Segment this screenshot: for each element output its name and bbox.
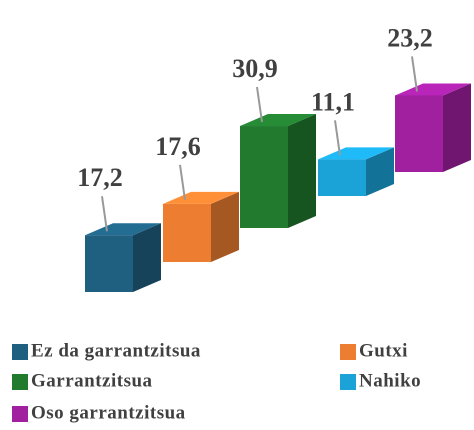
bar-top <box>85 223 161 236</box>
legend-label: Ez da garrantzitsua <box>31 340 201 361</box>
legend-label: Nahiko <box>359 370 421 391</box>
legend-swatch <box>12 406 28 422</box>
bar-side <box>443 83 471 172</box>
legend-swatch <box>12 344 28 360</box>
data-label: 11,1 <box>311 87 355 116</box>
bar <box>240 126 288 228</box>
leader-line <box>256 86 263 123</box>
leader-line <box>334 120 341 156</box>
legend-swatch <box>340 374 356 390</box>
bar <box>163 203 211 262</box>
leader-line <box>411 56 418 92</box>
leader-line <box>179 164 186 201</box>
legend-label: Gutxi <box>359 340 408 361</box>
bar-side <box>211 191 239 262</box>
bar-top <box>240 114 316 127</box>
bar <box>395 95 443 172</box>
bar-top <box>395 83 471 96</box>
leader-line <box>101 196 108 232</box>
bar <box>318 159 366 196</box>
bar <box>85 235 133 292</box>
data-label: 17,6 <box>155 132 201 161</box>
legend-swatch <box>12 374 28 390</box>
bar-top <box>318 147 394 160</box>
bar-side <box>133 223 161 292</box>
data-label: 23,2 <box>387 23 433 52</box>
data-label: 17,2 <box>77 163 123 192</box>
legend-swatch <box>340 344 356 360</box>
data-label: 30,9 <box>232 54 278 83</box>
legend-label: Garrantzitsua <box>31 370 153 391</box>
bar-top <box>163 191 239 204</box>
bar-side <box>288 114 316 228</box>
legend-label: Oso garrantzitsua <box>31 402 186 423</box>
bar-side <box>366 147 394 196</box>
